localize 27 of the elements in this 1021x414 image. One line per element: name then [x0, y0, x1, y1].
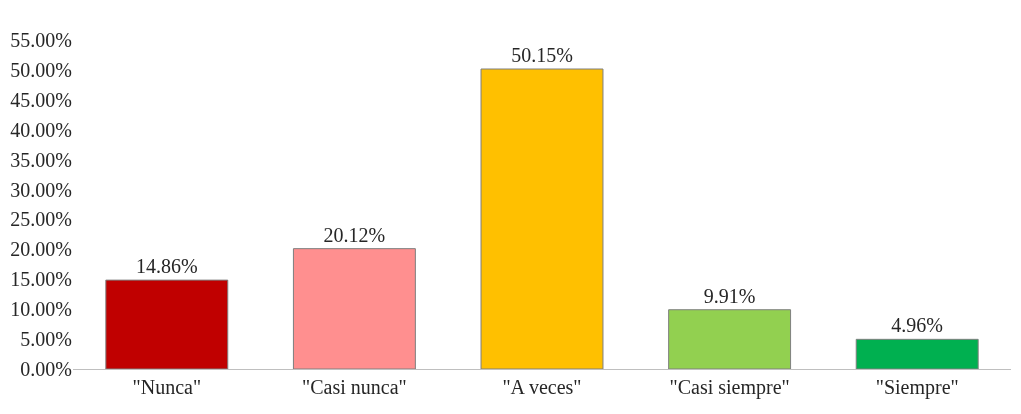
y-tick-label: 40.00% [10, 118, 72, 141]
bar [855, 338, 979, 369]
data-label: 4.96% [891, 314, 944, 337]
y-tick-label: 20.00% [10, 238, 72, 261]
y-tick-label: 10.00% [10, 298, 72, 321]
y-tick-label: 0.00% [20, 358, 72, 380]
y-tick-label: 30.00% [10, 178, 72, 201]
data-label: 9.91% [703, 284, 756, 307]
bar [480, 68, 604, 369]
y-tick-label: 45.00% [10, 88, 72, 111]
y-tick-label: 55.00% [10, 29, 72, 51]
bar [668, 309, 792, 369]
y-tick-label: 25.00% [10, 208, 72, 231]
data-label: 50.15% [511, 44, 573, 67]
bar [292, 248, 416, 369]
bar [105, 279, 229, 369]
y-tick-label: 5.00% [20, 328, 72, 351]
y-tick-label: 50.00% [10, 58, 72, 81]
x-tick-label: "Nunca" [132, 376, 202, 398]
y-tick-label: 35.00% [10, 148, 72, 171]
x-tick-label: "Casi siempre" [669, 376, 790, 399]
x-tick-label: "Siempre" [875, 376, 959, 399]
y-tick-label: 15.00% [10, 268, 72, 291]
x-tick-label: "A veces" [502, 376, 582, 398]
x-tick-label: "Casi nunca" [302, 376, 407, 398]
data-label: 14.86% [135, 255, 198, 278]
data-label: 20.12% [323, 223, 386, 246]
